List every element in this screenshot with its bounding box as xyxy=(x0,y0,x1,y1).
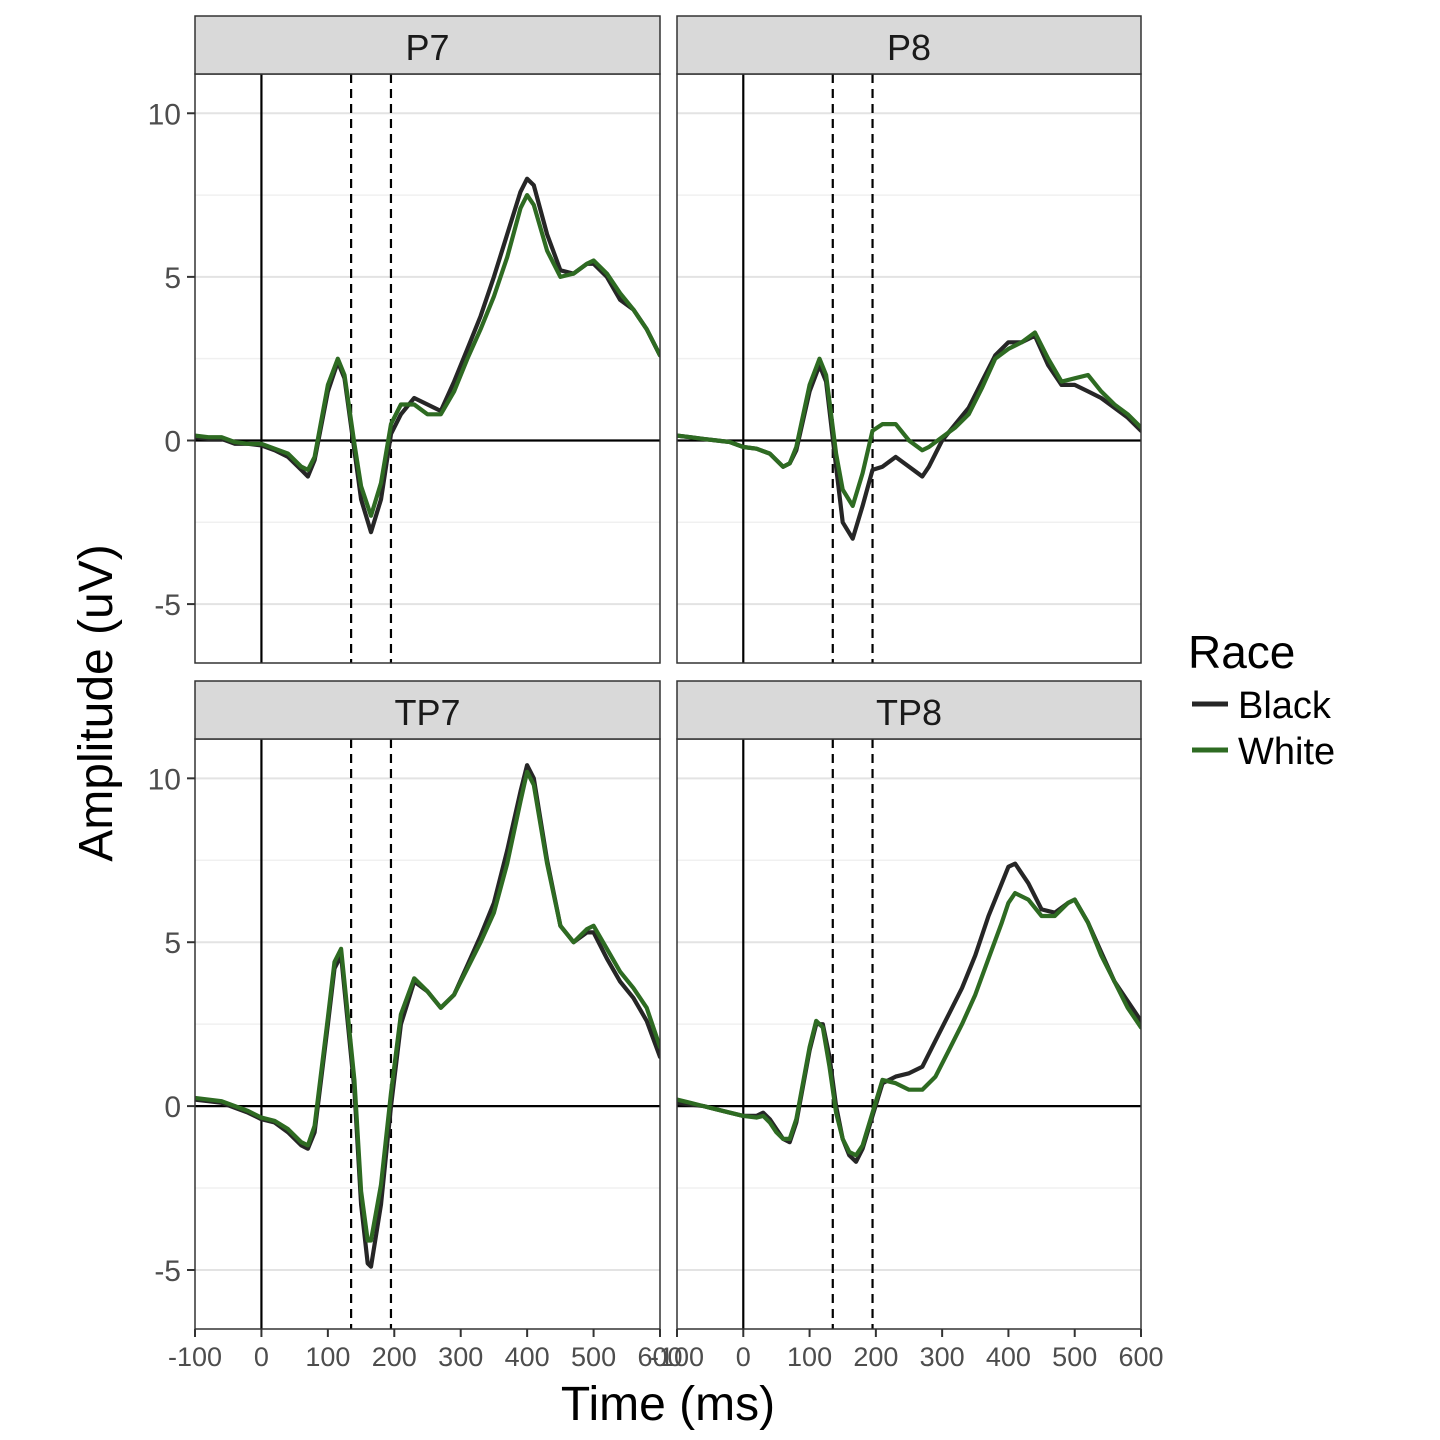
x-axis-title: Time (ms) xyxy=(561,1378,775,1431)
panel-background xyxy=(195,739,660,1329)
y-tick-label: 5 xyxy=(164,927,181,960)
x-tick-label: 0 xyxy=(736,1342,751,1372)
y-tick-label: 5 xyxy=(164,262,181,295)
x-tick-label: 0 xyxy=(254,1342,269,1372)
x-tick-label: 300 xyxy=(920,1342,965,1372)
series-line-white xyxy=(195,193,660,518)
panel-background xyxy=(677,74,1141,663)
y-tick-label: 0 xyxy=(164,1091,181,1124)
x-tick-label: 600 xyxy=(1118,1342,1163,1372)
panel-background xyxy=(677,739,1141,1329)
x-tick-label: 500 xyxy=(1052,1342,1097,1372)
facet-panels: P7 P8 TP7 TP8 xyxy=(194,15,1142,1330)
legend-title: Race xyxy=(1188,626,1295,678)
series-line-white xyxy=(195,769,660,1243)
y-axis-title: Amplitude (uV) xyxy=(70,544,123,861)
strip-p7 xyxy=(194,15,661,75)
panel-background xyxy=(195,74,660,663)
strip-tp8 xyxy=(676,680,1142,740)
strip-p8 xyxy=(676,15,1142,75)
x-tick-label: 600 xyxy=(637,1342,682,1372)
y-tick-label: 10 xyxy=(148,98,181,131)
x-tick-label: 300 xyxy=(438,1342,483,1372)
strip-label-p8: P8 xyxy=(887,27,931,68)
legend-label-black: Black xyxy=(1238,685,1332,727)
panel-tp8: TP8 xyxy=(676,680,1142,1330)
x-tick-label: 400 xyxy=(505,1342,550,1372)
panel-p7: P7 xyxy=(194,15,661,664)
x-tick-label: 100 xyxy=(787,1342,832,1372)
x-tick-label: 500 xyxy=(571,1342,616,1372)
panel-tp7: TP7 xyxy=(194,680,661,1330)
y-tick-label: -5 xyxy=(154,589,181,622)
legend-label-white: White xyxy=(1238,731,1335,773)
x-tick-label: 400 xyxy=(986,1342,1031,1372)
strip-label-tp7: TP7 xyxy=(394,692,460,733)
y-tick-label: -5 xyxy=(154,1255,181,1288)
x-tick-label: 200 xyxy=(853,1342,898,1372)
y-tick-label: 10 xyxy=(148,763,181,796)
panel-p8: P8 xyxy=(676,15,1142,664)
strip-label-p7: P7 xyxy=(405,27,449,68)
strip-tp7 xyxy=(194,680,661,740)
x-tick-label: 200 xyxy=(372,1342,417,1372)
strip-label-tp8: TP8 xyxy=(876,692,942,733)
series-line-white xyxy=(677,891,1141,1158)
y-tick-label: 0 xyxy=(164,425,181,458)
series-line-white xyxy=(677,330,1141,508)
x-tick-label: -100 xyxy=(168,1342,222,1372)
x-tick-label: 100 xyxy=(305,1342,350,1372)
x-tick-label: -100 xyxy=(650,1342,704,1372)
